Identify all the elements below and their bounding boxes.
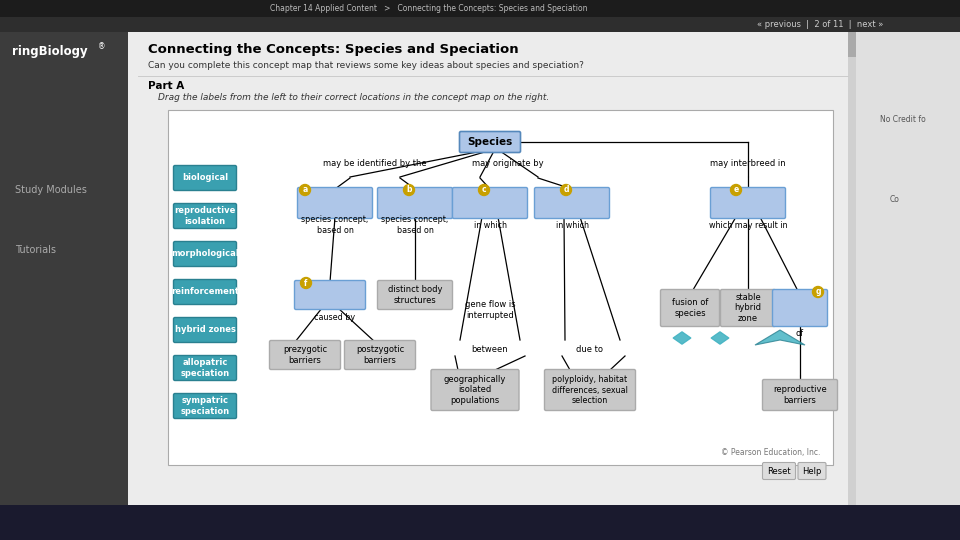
FancyBboxPatch shape <box>298 187 372 219</box>
Text: sympatric
speciation: sympatric speciation <box>180 396 229 415</box>
Text: reinforcement: reinforcement <box>171 287 239 296</box>
Circle shape <box>561 185 571 195</box>
Text: Drag the labels from the left to their correct locations in the concept map on t: Drag the labels from the left to their c… <box>158 92 549 102</box>
Circle shape <box>300 278 311 288</box>
Text: hybrid zones: hybrid zones <box>175 326 235 334</box>
Circle shape <box>731 185 741 195</box>
Text: polyploidy, habitat
differences, sexual
selection: polyploidy, habitat differences, sexual … <box>552 375 628 405</box>
FancyBboxPatch shape <box>460 132 520 152</box>
Text: f: f <box>304 279 308 287</box>
Text: Can you complete this concept map that reviews some key ideas about species and : Can you complete this concept map that r… <box>148 60 584 70</box>
Text: fusion of
species: fusion of species <box>672 298 708 318</box>
FancyBboxPatch shape <box>270 341 341 369</box>
Circle shape <box>300 185 310 195</box>
Text: reproductive
barriers: reproductive barriers <box>773 386 827 404</box>
FancyBboxPatch shape <box>762 380 837 410</box>
FancyBboxPatch shape <box>345 341 416 369</box>
Text: species concept,
based on: species concept, based on <box>301 215 369 235</box>
Text: morphological: morphological <box>171 249 239 259</box>
Text: in which: in which <box>473 220 507 230</box>
Text: biological: biological <box>182 173 228 183</box>
FancyBboxPatch shape <box>174 204 236 228</box>
Bar <box>848 32 856 57</box>
Text: stable
hybrid
zone: stable hybrid zone <box>734 293 761 323</box>
Text: between: between <box>471 346 508 354</box>
FancyBboxPatch shape <box>174 355 236 381</box>
FancyBboxPatch shape <box>544 369 636 410</box>
FancyBboxPatch shape <box>174 241 236 267</box>
Text: a: a <box>302 186 307 194</box>
Text: b: b <box>406 186 412 194</box>
Circle shape <box>812 287 824 298</box>
Text: distinct body
structures: distinct body structures <box>388 285 443 305</box>
FancyBboxPatch shape <box>174 394 236 418</box>
Text: postzygotic
barriers: postzygotic barriers <box>356 345 404 364</box>
FancyBboxPatch shape <box>773 289 828 327</box>
FancyBboxPatch shape <box>377 187 452 219</box>
Text: allopatric
speciation: allopatric speciation <box>180 359 229 377</box>
Text: Species: Species <box>468 137 513 147</box>
Text: Part A: Part A <box>148 81 184 91</box>
Text: may originate by: may originate by <box>472 159 543 167</box>
FancyBboxPatch shape <box>174 318 236 342</box>
Bar <box>0 17 960 32</box>
Text: caused by: caused by <box>315 313 355 321</box>
Text: may be identified by the: may be identified by the <box>324 159 427 167</box>
Text: in which: in which <box>556 220 588 230</box>
Text: gene flow is
interrupted: gene flow is interrupted <box>465 300 516 320</box>
Text: may interbreed in: may interbreed in <box>710 159 786 167</box>
Text: Co: Co <box>890 195 900 205</box>
Text: species concept,
based on: species concept, based on <box>381 215 448 235</box>
Polygon shape <box>711 332 729 345</box>
Text: d: d <box>564 186 568 194</box>
Text: reproductive
isolation: reproductive isolation <box>175 206 236 226</box>
Text: No Credit fo: No Credit fo <box>880 116 925 125</box>
Bar <box>848 32 856 510</box>
Circle shape <box>478 185 490 195</box>
FancyBboxPatch shape <box>377 280 452 309</box>
Text: Chapter 14 Applied Content   >   Connecting the Concepts: Species and Speciation: Chapter 14 Applied Content > Connecting … <box>270 4 588 13</box>
FancyBboxPatch shape <box>431 369 519 410</box>
FancyBboxPatch shape <box>660 289 719 327</box>
Text: e: e <box>733 186 738 194</box>
Text: Help: Help <box>803 467 822 476</box>
FancyBboxPatch shape <box>762 462 796 480</box>
Text: Tutorials: Tutorials <box>15 245 56 255</box>
Text: g: g <box>815 287 821 296</box>
Bar <box>0 32 128 540</box>
FancyBboxPatch shape <box>452 187 527 219</box>
FancyBboxPatch shape <box>721 289 776 327</box>
Polygon shape <box>673 332 691 345</box>
Bar <box>0 0 960 17</box>
Text: prezygotic
barriers: prezygotic barriers <box>283 345 327 364</box>
FancyBboxPatch shape <box>295 280 366 309</box>
Text: which may result in: which may result in <box>708 220 787 230</box>
Text: Reset: Reset <box>767 467 791 476</box>
Bar <box>0 505 960 540</box>
Text: ringBiology: ringBiology <box>12 45 87 58</box>
Polygon shape <box>755 330 805 345</box>
Text: Connecting the Concepts: Species and Speciation: Connecting the Concepts: Species and Spe… <box>148 44 518 57</box>
Text: ®: ® <box>98 43 106 51</box>
Bar <box>856 32 960 510</box>
FancyBboxPatch shape <box>710 187 785 219</box>
Bar <box>168 110 833 465</box>
Text: Study Modules: Study Modules <box>15 185 86 195</box>
Text: due to: due to <box>577 346 604 354</box>
Text: « previous  |  2 of 11  |  next »: « previous | 2 of 11 | next » <box>756 20 883 29</box>
Text: © Pearson Education, Inc.: © Pearson Education, Inc. <box>721 449 820 457</box>
Circle shape <box>403 185 415 195</box>
FancyBboxPatch shape <box>174 165 236 191</box>
FancyBboxPatch shape <box>174 280 236 305</box>
FancyBboxPatch shape <box>535 187 610 219</box>
Bar <box>128 32 856 510</box>
Text: of: of <box>796 328 804 338</box>
Text: c: c <box>482 186 487 194</box>
Text: geographically
isolated
populations: geographically isolated populations <box>444 375 506 405</box>
FancyBboxPatch shape <box>798 462 826 480</box>
